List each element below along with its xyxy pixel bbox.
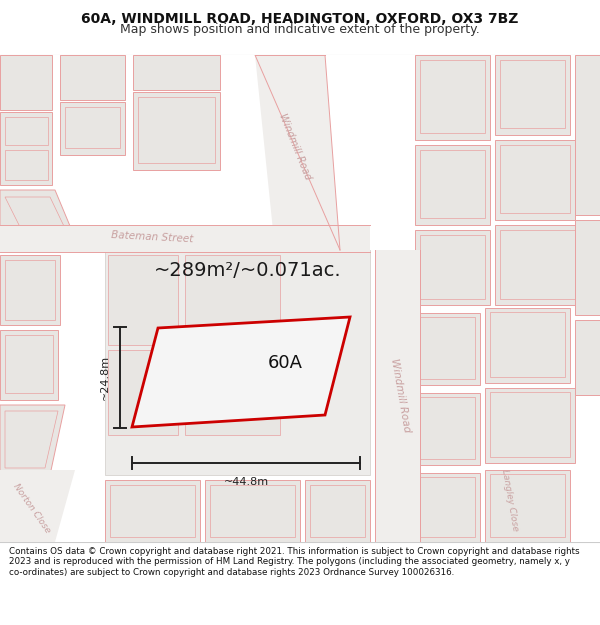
Polygon shape: [305, 480, 370, 542]
Polygon shape: [495, 55, 570, 135]
Polygon shape: [132, 317, 350, 427]
Polygon shape: [255, 55, 340, 250]
Text: 60A: 60A: [268, 354, 302, 372]
Polygon shape: [138, 97, 215, 163]
Text: ~24.8m: ~24.8m: [100, 355, 110, 400]
Polygon shape: [185, 350, 280, 435]
Polygon shape: [105, 250, 370, 475]
Polygon shape: [420, 477, 475, 537]
Polygon shape: [5, 260, 55, 320]
Polygon shape: [65, 107, 120, 148]
Polygon shape: [415, 145, 490, 225]
Polygon shape: [500, 145, 570, 213]
Polygon shape: [415, 55, 490, 140]
Polygon shape: [0, 405, 65, 475]
Polygon shape: [575, 320, 600, 395]
Polygon shape: [0, 330, 58, 400]
Polygon shape: [575, 55, 600, 215]
Polygon shape: [133, 55, 220, 90]
Polygon shape: [420, 235, 485, 299]
Polygon shape: [105, 480, 200, 542]
Text: ~44.8m: ~44.8m: [223, 477, 269, 487]
Polygon shape: [133, 92, 220, 170]
Polygon shape: [60, 55, 125, 100]
Polygon shape: [60, 102, 125, 155]
Polygon shape: [500, 60, 565, 128]
Polygon shape: [415, 313, 480, 385]
Polygon shape: [490, 392, 570, 457]
Polygon shape: [575, 220, 600, 315]
Polygon shape: [0, 112, 52, 185]
Polygon shape: [420, 317, 475, 379]
Text: Bateman Street: Bateman Street: [110, 230, 193, 244]
Polygon shape: [500, 230, 575, 299]
Polygon shape: [490, 312, 565, 377]
Polygon shape: [0, 55, 52, 110]
Polygon shape: [0, 190, 80, 250]
Polygon shape: [485, 470, 570, 542]
Polygon shape: [420, 150, 485, 218]
Polygon shape: [415, 230, 490, 305]
Polygon shape: [415, 393, 480, 465]
Text: ~289m²/~0.071ac.: ~289m²/~0.071ac.: [154, 261, 342, 279]
Text: Langley Close: Langley Close: [500, 468, 520, 532]
Text: Norton Close: Norton Close: [11, 482, 52, 534]
Polygon shape: [420, 60, 485, 133]
Text: Windmill Road: Windmill Road: [389, 357, 412, 432]
Polygon shape: [485, 308, 570, 383]
Polygon shape: [5, 411, 58, 468]
Polygon shape: [185, 255, 280, 345]
Polygon shape: [375, 250, 420, 542]
Polygon shape: [205, 480, 300, 542]
Polygon shape: [0, 255, 60, 325]
Polygon shape: [495, 225, 580, 305]
Polygon shape: [380, 470, 420, 542]
Polygon shape: [5, 197, 72, 243]
Polygon shape: [108, 255, 178, 345]
Polygon shape: [5, 150, 48, 180]
Polygon shape: [0, 470, 75, 542]
Text: Map shows position and indicative extent of the property.: Map shows position and indicative extent…: [120, 23, 480, 36]
Polygon shape: [108, 350, 178, 435]
Polygon shape: [495, 140, 575, 220]
Polygon shape: [210, 485, 295, 537]
Text: Windmill Road: Windmill Road: [277, 112, 313, 182]
Polygon shape: [415, 473, 480, 542]
Polygon shape: [310, 485, 365, 537]
Polygon shape: [110, 485, 195, 537]
Text: Contains OS data © Crown copyright and database right 2021. This information is : Contains OS data © Crown copyright and d…: [9, 547, 580, 577]
Polygon shape: [5, 335, 53, 393]
Polygon shape: [0, 225, 370, 252]
Polygon shape: [490, 474, 565, 537]
Polygon shape: [5, 117, 48, 145]
Text: 60A, WINDMILL ROAD, HEADINGTON, OXFORD, OX3 7BZ: 60A, WINDMILL ROAD, HEADINGTON, OXFORD, …: [82, 12, 518, 26]
Polygon shape: [420, 397, 475, 459]
Polygon shape: [485, 388, 575, 463]
